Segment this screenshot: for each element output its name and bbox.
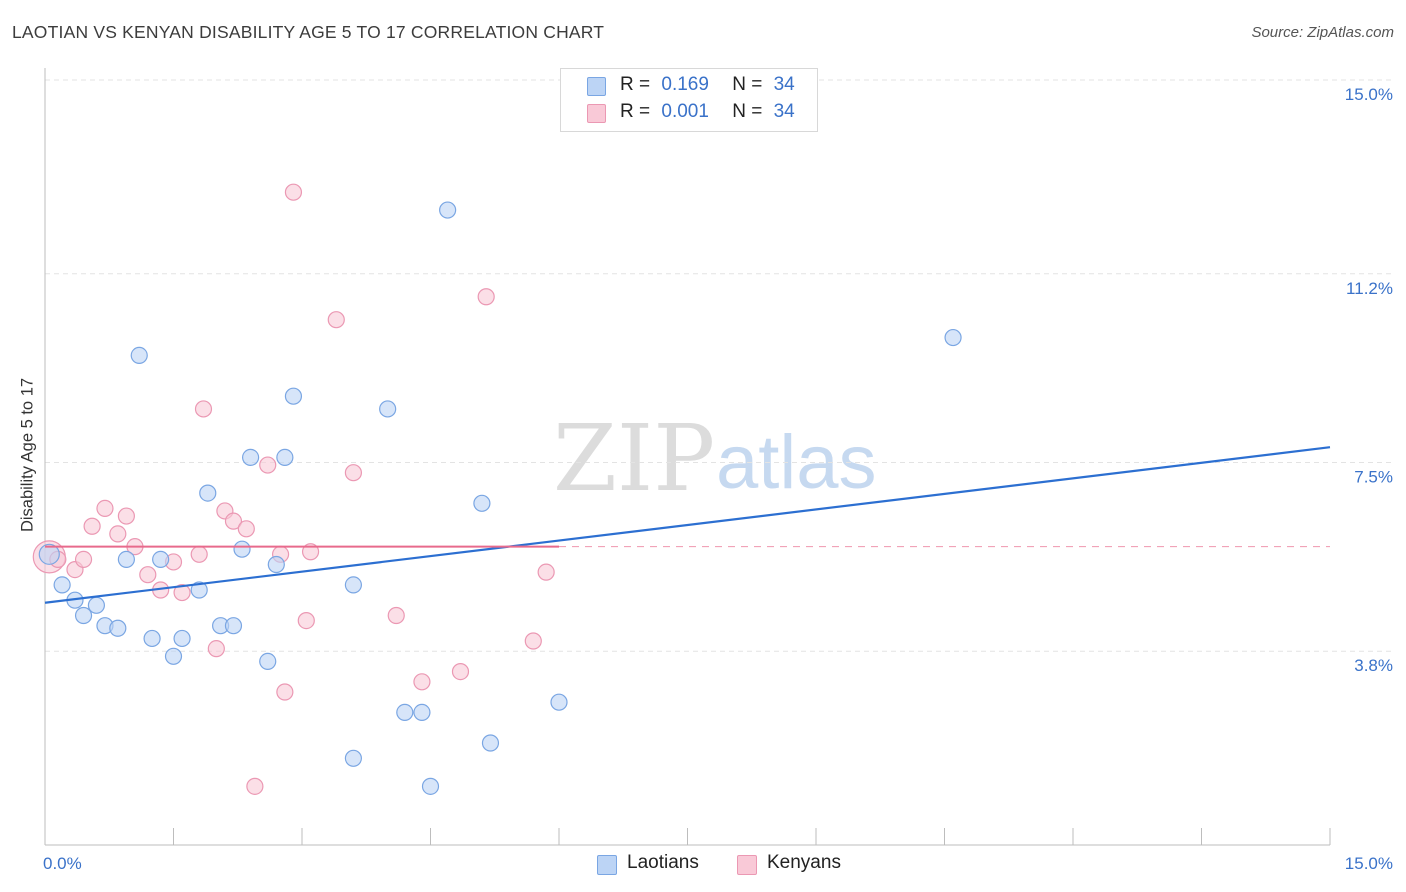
zipatlas-watermark: ZIP atlas <box>553 405 877 512</box>
laotian-point <box>199 484 217 502</box>
kenyan-point <box>327 311 345 329</box>
laotian-point <box>944 328 962 347</box>
kenyan-point <box>139 566 157 584</box>
laotian-point <box>473 494 491 512</box>
chart-source: Source: ZipAtlas.com <box>1251 24 1394 41</box>
legend-r-value: 0.169 <box>661 74 709 95</box>
laotian-swatch <box>587 77 606 96</box>
laotian-legend-swatch <box>597 855 617 875</box>
kenyan-point <box>96 499 114 517</box>
laotian-point <box>53 576 71 594</box>
laotian-point <box>190 581 208 599</box>
watermark-zip: ZIP <box>553 405 715 512</box>
kenyan-point <box>207 640 225 658</box>
laotian-point <box>38 543 60 565</box>
y-tick-label: 15.0% <box>1345 85 1393 104</box>
laotian-point <box>242 448 260 466</box>
laotian-point <box>413 703 431 722</box>
legend-n-value: 34 <box>773 101 795 122</box>
kenyan-legend-swatch <box>737 855 757 875</box>
laotian-point <box>276 448 294 466</box>
kenyan-point <box>387 606 405 625</box>
laotian-point <box>259 652 277 671</box>
laotian-point <box>344 749 362 767</box>
laotian-point <box>143 629 161 648</box>
kenyan-point <box>297 611 315 630</box>
laotian-point <box>117 550 135 569</box>
correlation-legend: R = 0.169 N = 34 R = 0.001 N = 34 <box>560 68 818 132</box>
kenyan-point <box>246 777 264 795</box>
laotian-point <box>233 540 251 558</box>
kenyan-point <box>451 662 470 681</box>
legend-n-label: N = <box>732 74 763 95</box>
y-tick-label: 7.5% <box>1354 468 1393 487</box>
laotian-point <box>421 777 440 795</box>
laotian-point <box>173 629 191 648</box>
laotian-point <box>379 400 397 418</box>
kenyan-point <box>237 520 255 538</box>
laotian-point <box>164 647 183 665</box>
kenyan-point <box>74 550 93 569</box>
kenyan-point <box>117 507 135 525</box>
kenyan-point <box>413 673 431 691</box>
laotian-point <box>550 693 568 711</box>
kenyan-point <box>537 563 555 581</box>
x-tick-label: 15.0% <box>1345 854 1393 873</box>
kenyan-point <box>194 400 213 418</box>
kenyan-swatch <box>587 104 606 123</box>
kenyan-point <box>344 464 362 482</box>
laotian-point <box>109 619 127 637</box>
laotian-point <box>481 734 500 752</box>
chart-title: LAOTIAN VS KENYAN DISABILITY AGE 5 TO 17… <box>12 22 605 42</box>
kenyan-point <box>301 543 320 561</box>
laotian-point <box>267 555 285 574</box>
kenyan-point <box>190 545 208 563</box>
y-tick-label: 3.8% <box>1354 656 1393 675</box>
kenyan-point <box>259 456 277 474</box>
laotian-point <box>87 596 106 614</box>
kenyan-point <box>224 512 243 530</box>
kenyan-point <box>109 525 127 543</box>
laotian-legend-label: Laotians <box>627 852 699 873</box>
x-tick-label: 0.0% <box>43 854 82 873</box>
kenyan-point <box>524 632 542 650</box>
laotian-point <box>130 346 148 364</box>
laotian-point <box>396 703 414 722</box>
kenyan-point <box>173 583 191 602</box>
laotian-point <box>439 201 457 219</box>
legend-n-value: 34 <box>773 74 795 95</box>
kenyan-point <box>284 183 303 201</box>
legend-n-label: N = <box>732 101 763 122</box>
laotian-point <box>152 550 170 569</box>
laotian-trend-line <box>44 446 1331 604</box>
legend-r-label: R = <box>620 74 651 95</box>
legend-r-value: 0.001 <box>661 101 709 122</box>
kenyan-point <box>83 517 101 535</box>
kenyan-point <box>276 683 294 701</box>
laotian-point <box>284 387 303 405</box>
laotian-point <box>224 617 243 635</box>
laotian-point <box>74 606 93 625</box>
kenyan-legend-label: Kenyans <box>767 852 841 873</box>
legend-r-label: R = <box>620 101 651 122</box>
y-tick-label: 11.2% <box>1346 279 1393 298</box>
laotian-point <box>344 576 362 594</box>
kenyan-point <box>477 288 495 306</box>
